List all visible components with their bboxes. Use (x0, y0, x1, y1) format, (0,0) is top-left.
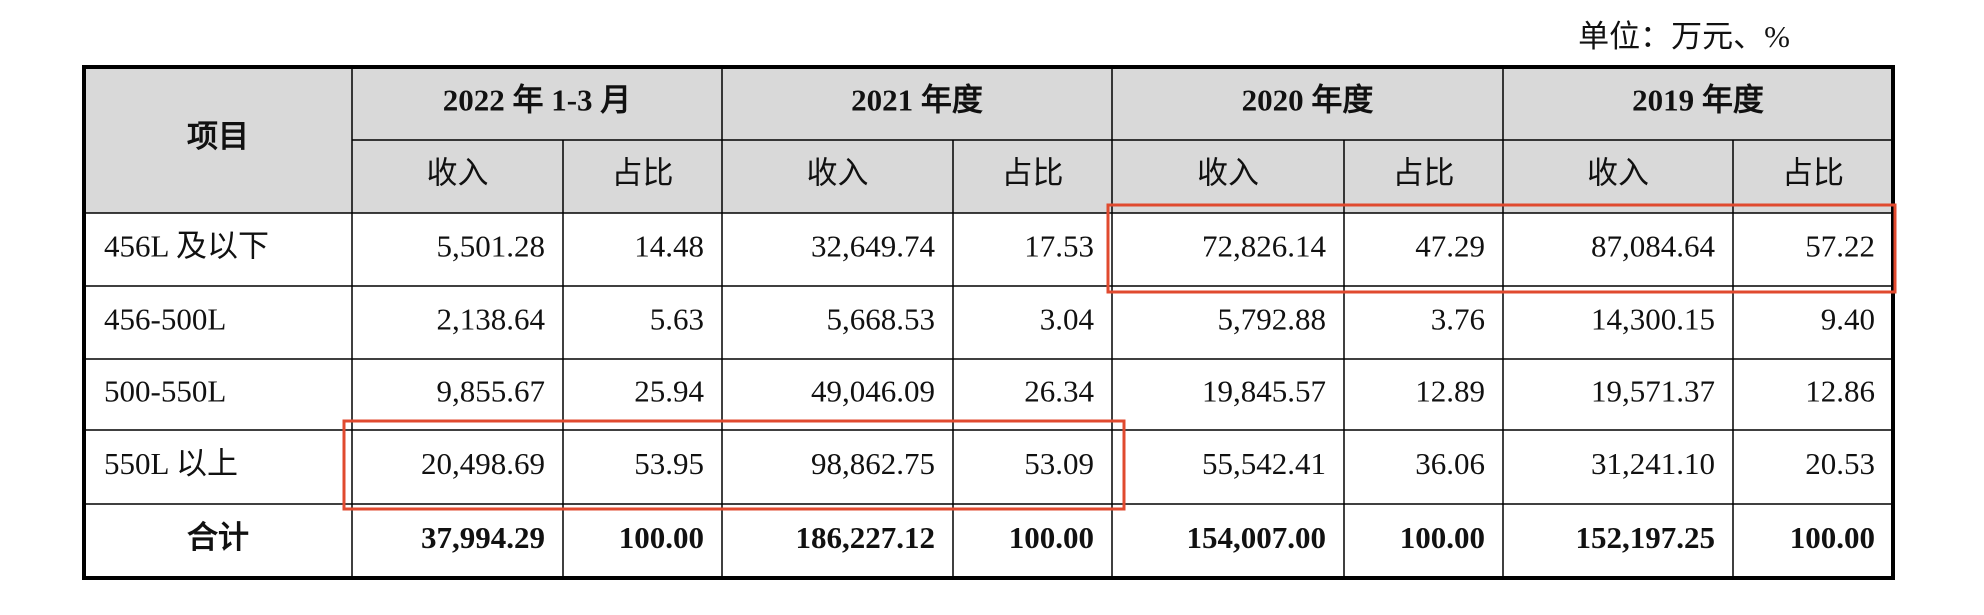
column-header: 收入 (1587, 156, 1649, 191)
cell-value: 5,501.28 (437, 229, 546, 264)
cell-value: 5.63 (650, 302, 704, 337)
cell-value: 55,542.41 (1202, 446, 1326, 481)
table-border (82, 65, 1895, 580)
highlight-box (1106, 203, 1897, 294)
column-header: 占比 (1782, 156, 1844, 191)
corner-header: 项目 (187, 119, 249, 154)
column-header: 收入 (427, 156, 489, 191)
unit-label: 单位：万元、% (1578, 19, 1790, 54)
cell-value: 87,084.64 (1591, 229, 1716, 264)
column-header: 占比 (1002, 156, 1064, 191)
row-label: 456-500L (104, 302, 226, 337)
cell-value: 57.22 (1805, 229, 1875, 264)
cell-value: 152,197.25 (1576, 520, 1716, 555)
cell-value: 32,649.74 (811, 229, 936, 264)
cell-value: 12.86 (1805, 374, 1875, 409)
cell-value: 49,046.09 (811, 374, 935, 409)
period-header: 2022 年 1-3 月 (443, 83, 632, 118)
cell-value: 14,300.15 (1591, 302, 1715, 337)
column-header: 占比 (1393, 156, 1455, 191)
cell-value: 9.40 (1821, 302, 1875, 337)
cell-value: 3.76 (1431, 302, 1485, 337)
row-label: 500-550L (104, 374, 226, 409)
cell-value: 100.00 (1400, 520, 1485, 555)
cell-value: 12.89 (1415, 374, 1485, 409)
cell-value: 37,994.29 (421, 520, 545, 555)
cell-value: 14.48 (634, 229, 704, 264)
cell-value: 98,862.75 (811, 446, 935, 481)
cell-value: 25.94 (634, 374, 704, 409)
cell-value: 53.95 (634, 446, 704, 481)
period-header: 2020 年度 (1242, 83, 1374, 118)
cell-value: 47.29 (1415, 229, 1485, 264)
cell-value: 5,668.53 (827, 302, 936, 337)
row-label: 合计 (187, 520, 249, 555)
cell-value: 17.53 (1024, 229, 1094, 264)
period-header: 2021 年度 (851, 83, 983, 118)
cell-value: 31,241.10 (1591, 446, 1715, 481)
cell-value: 19,845.57 (1202, 374, 1326, 409)
cell-value: 154,007.00 (1187, 520, 1327, 555)
cell-value: 19,571.37 (1591, 374, 1715, 409)
cell-value: 100.00 (619, 520, 704, 555)
cell-value: 36.06 (1415, 446, 1485, 481)
cell-value: 72,826.14 (1202, 229, 1327, 264)
cell-value: 9,855.67 (437, 374, 546, 409)
cell-value: 186,227.12 (796, 520, 936, 555)
highlight-box (342, 419, 1126, 511)
cell-value: 20.53 (1805, 446, 1875, 481)
cell-value: 53.09 (1024, 446, 1094, 481)
cell-value: 3.04 (1040, 302, 1095, 337)
column-header: 收入 (1197, 156, 1259, 191)
cell-value: 2,138.64 (437, 302, 546, 337)
row-label: 550L 以上 (104, 446, 238, 481)
cell-value: 20,498.69 (421, 446, 545, 481)
cell-value: 26.34 (1024, 374, 1094, 409)
cell-value: 100.00 (1009, 520, 1094, 555)
cell-value: 5,792.88 (1218, 302, 1327, 337)
column-header: 占比 (612, 156, 674, 191)
cell-value: 100.00 (1790, 520, 1875, 555)
column-header: 收入 (807, 156, 869, 191)
row-label: 456L 及以下 (104, 229, 269, 264)
period-header: 2019 年度 (1632, 83, 1764, 118)
